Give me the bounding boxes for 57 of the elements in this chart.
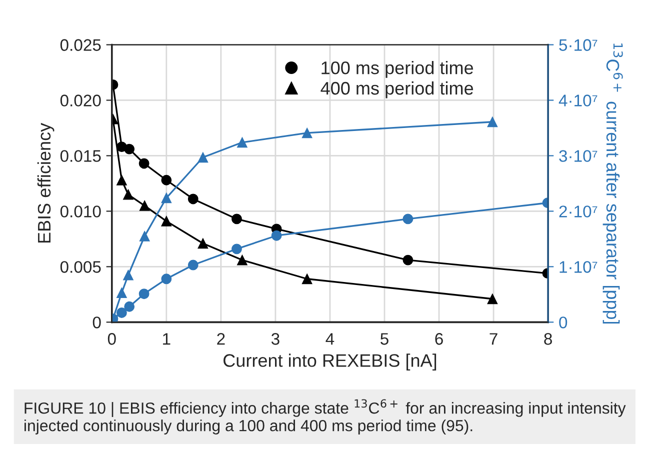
point — [161, 274, 172, 284]
point — [123, 270, 134, 280]
point — [198, 152, 208, 163]
point — [487, 116, 498, 128]
point — [402, 254, 414, 266]
x-tick-label: 2 — [217, 333, 225, 345]
point — [236, 254, 248, 266]
point — [188, 194, 198, 204]
y-tick-label: 0.005 — [60, 261, 101, 273]
legend-label: 400 ms period time — [320, 81, 474, 98]
point — [188, 260, 198, 270]
point — [236, 137, 248, 148]
point — [123, 189, 134, 200]
y-tick-label: 0 — [92, 316, 101, 328]
point — [161, 216, 172, 226]
y2-tick-label: 4·10⁷ — [558, 94, 598, 106]
y-tick-label: 0.010 — [60, 206, 101, 218]
x-tick-label: 5 — [380, 333, 388, 345]
x-axis-title: Current into REXEBIS [nA] — [224, 354, 436, 371]
point — [161, 192, 172, 204]
legend-label: 100 ms period time — [322, 60, 474, 78]
x-tick-label: 4 — [326, 333, 334, 345]
point — [487, 294, 498, 304]
y2-tick-label: 3·10⁷ — [559, 150, 598, 162]
point — [271, 230, 282, 241]
x-tick-label: 6 — [435, 333, 443, 345]
point — [232, 214, 242, 224]
y-axis-title: EBIS efficiency — [37, 122, 54, 243]
point — [116, 174, 127, 186]
point — [139, 200, 150, 211]
point — [232, 244, 242, 254]
y-tick-label: 0.025 — [60, 39, 101, 51]
x-tick-label: 1 — [163, 333, 170, 345]
x-tick-label: 8 — [544, 333, 552, 345]
y2-tick-label: 1·10⁷ — [560, 261, 598, 273]
y2-tick-label: 5·10⁷ — [559, 39, 598, 51]
y2-axis-title: $^{13}$C$^{6+}$ current after separator [ppp] — [602, 44, 623, 324]
point — [116, 308, 127, 318]
point — [116, 288, 127, 298]
y2-tick-label: 0 — [559, 316, 568, 328]
point — [124, 301, 135, 312]
y2-tick-label: 2·10⁷ — [559, 206, 598, 218]
x-tick-label: 0 — [108, 333, 116, 345]
point — [302, 274, 312, 284]
point — [402, 214, 414, 224]
point — [138, 158, 150, 169]
y-tick-label: 0.020 — [60, 94, 101, 106]
point — [138, 288, 150, 300]
point — [302, 128, 312, 138]
point — [198, 238, 208, 249]
caption: FIGURE 10 | EBIS efficiency into charge state $^{13}$C$^{6+}$ for an increasing input intensity injected continuously during a 100 and 400 ms period time (95). — [24, 399, 626, 434]
x-tick-label: 3 — [271, 333, 280, 345]
y-tick-label: 0.015 — [60, 150, 101, 162]
x-tick-label: 7 — [490, 333, 498, 345]
point — [161, 174, 172, 186]
point — [124, 144, 135, 154]
point — [139, 230, 150, 242]
